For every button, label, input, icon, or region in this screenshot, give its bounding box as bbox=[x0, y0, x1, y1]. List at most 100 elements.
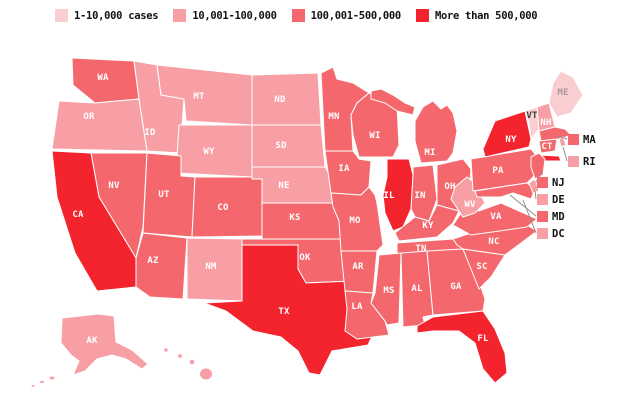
state-CT[interactable] bbox=[538, 138, 558, 154]
state-LA[interactable] bbox=[344, 290, 390, 340]
state-MS[interactable] bbox=[370, 252, 402, 326]
state-MO[interactable] bbox=[330, 186, 384, 252]
state-label-NY: NY bbox=[505, 135, 517, 145]
state-label-TX: TX bbox=[278, 307, 290, 317]
state-label-MO: MO bbox=[349, 216, 361, 226]
state-label-ME: ME bbox=[557, 88, 568, 98]
state-AK-aleutian-2[interactable] bbox=[39, 379, 45, 385]
state-label-FL: FL bbox=[477, 334, 489, 344]
callout-swatch-RI[interactable] bbox=[568, 156, 579, 167]
state-label-MI: MI bbox=[424, 148, 435, 158]
callout-label-DE: DE bbox=[552, 194, 565, 206]
state-label-KY: KY bbox=[422, 221, 434, 231]
state-label-AZ: AZ bbox=[147, 256, 159, 266]
state-label-CA: CA bbox=[72, 210, 84, 220]
state-label-GA: GA bbox=[450, 282, 462, 292]
legend-item-4: More than 500,000 bbox=[415, 9, 538, 22]
state-label-WA: WA bbox=[97, 73, 109, 83]
state-label-IN: IN bbox=[414, 191, 425, 201]
state-MD[interactable] bbox=[474, 182, 536, 200]
state-label-NC: NC bbox=[488, 237, 499, 247]
state-SD[interactable] bbox=[251, 124, 326, 168]
state-label-AR: AR bbox=[352, 262, 364, 272]
legend-label-3: 100,001-500,000 bbox=[310, 9, 402, 22]
state-ME[interactable] bbox=[548, 70, 584, 118]
state-label-CO: CO bbox=[217, 203, 229, 213]
state-AK-aleutian-1[interactable] bbox=[48, 375, 56, 381]
callout-label-MD: MD bbox=[552, 211, 565, 223]
state-ND[interactable] bbox=[251, 72, 322, 126]
state-label-VA: VA bbox=[490, 212, 502, 222]
state-TX[interactable] bbox=[203, 244, 377, 376]
legend-item-2: 10,001-100,000 bbox=[173, 9, 277, 22]
state-HI-kauai[interactable] bbox=[163, 347, 169, 353]
callout-swatch-MA[interactable] bbox=[568, 134, 579, 145]
state-label-NH: NH bbox=[540, 118, 551, 128]
state-MI-lower[interactable] bbox=[414, 100, 458, 164]
state-label-WV: WV bbox=[464, 200, 476, 210]
state-label-AK: AK bbox=[86, 336, 98, 346]
state-labels-layer: WA OR CA NV ID MT WY UT CO AZ NM ND SD NE KS OK TX MN IA MO… bbox=[72, 73, 568, 346]
state-label-OK: OK bbox=[299, 253, 311, 263]
state-label-OH: OH bbox=[444, 182, 455, 192]
legend-swatch-4 bbox=[415, 9, 429, 22]
state-label-IA: IA bbox=[338, 164, 350, 174]
callout-label-MA: MA bbox=[583, 134, 596, 146]
state-HI-maui[interactable] bbox=[188, 358, 196, 366]
state-HI-big-island[interactable] bbox=[199, 367, 213, 381]
state-MI-upper[interactable] bbox=[370, 88, 416, 116]
state-label-SC: SC bbox=[476, 262, 487, 272]
legend-item-3: 100,001-500,000 bbox=[291, 9, 402, 22]
state-label-OR: OR bbox=[83, 112, 95, 122]
callout-swatch-DE[interactable] bbox=[537, 194, 548, 205]
callout-label-DC: DC bbox=[552, 228, 565, 240]
state-label-IL: IL bbox=[383, 191, 395, 201]
callouts-layer: MA RI NJ DE MD DC bbox=[509, 134, 596, 240]
state-AK[interactable] bbox=[60, 313, 149, 376]
callout-leader-DC bbox=[522, 199, 537, 234]
state-AZ[interactable] bbox=[135, 232, 188, 300]
state-label-ND: ND bbox=[274, 95, 286, 105]
states-layer bbox=[30, 57, 584, 388]
state-label-UT: UT bbox=[158, 190, 170, 200]
state-label-MT: MT bbox=[193, 92, 205, 102]
state-OR[interactable] bbox=[51, 98, 148, 152]
state-FL[interactable] bbox=[416, 310, 508, 384]
state-DE[interactable] bbox=[528, 178, 540, 194]
legend-label-4: More than 500,000 bbox=[434, 9, 538, 22]
state-AR[interactable] bbox=[340, 250, 378, 294]
legend-item-1: 1-10,000 cases bbox=[55, 9, 159, 22]
callout-leader-MD bbox=[509, 194, 537, 217]
callout-leader-MA bbox=[556, 135, 568, 140]
legend: 1-10,000 cases 10,001-100,000 100,001-500,… bbox=[55, 9, 538, 22]
state-label-KS: KS bbox=[289, 213, 300, 223]
state-label-PA: PA bbox=[492, 166, 504, 176]
state-IL[interactable] bbox=[382, 158, 414, 232]
callout-label-NJ: NJ bbox=[552, 177, 565, 189]
state-label-NM: NM bbox=[205, 262, 217, 272]
state-HI-oahu[interactable] bbox=[177, 353, 183, 359]
callout-label-RI: RI bbox=[583, 156, 596, 168]
callout-swatch-NJ[interactable] bbox=[537, 177, 548, 188]
state-AK-aleutian-3[interactable] bbox=[30, 384, 36, 388]
state-label-VT: VT bbox=[526, 111, 538, 121]
state-label-NE: NE bbox=[278, 181, 289, 191]
callout-swatch-MD[interactable] bbox=[537, 211, 548, 222]
legend-label-2: 10,001-100,000 bbox=[192, 9, 277, 22]
legend-label-1: 1-10,000 cases bbox=[74, 9, 159, 22]
legend-swatch-2 bbox=[173, 9, 187, 22]
state-VT[interactable] bbox=[524, 106, 540, 140]
state-label-AL: AL bbox=[411, 284, 423, 294]
state-label-MS: MS bbox=[383, 286, 394, 296]
callout-swatch-DC[interactable] bbox=[537, 228, 548, 239]
callout-leader-RI bbox=[562, 146, 568, 162]
state-label-WI: WI bbox=[369, 131, 380, 141]
legend-swatch-1 bbox=[55, 9, 68, 22]
state-label-CT: CT bbox=[541, 142, 553, 152]
state-label-MN: MN bbox=[328, 112, 339, 122]
state-label-WY: WY bbox=[203, 147, 215, 157]
legend-swatch-3 bbox=[291, 9, 305, 22]
state-label-SD: SD bbox=[275, 141, 287, 151]
